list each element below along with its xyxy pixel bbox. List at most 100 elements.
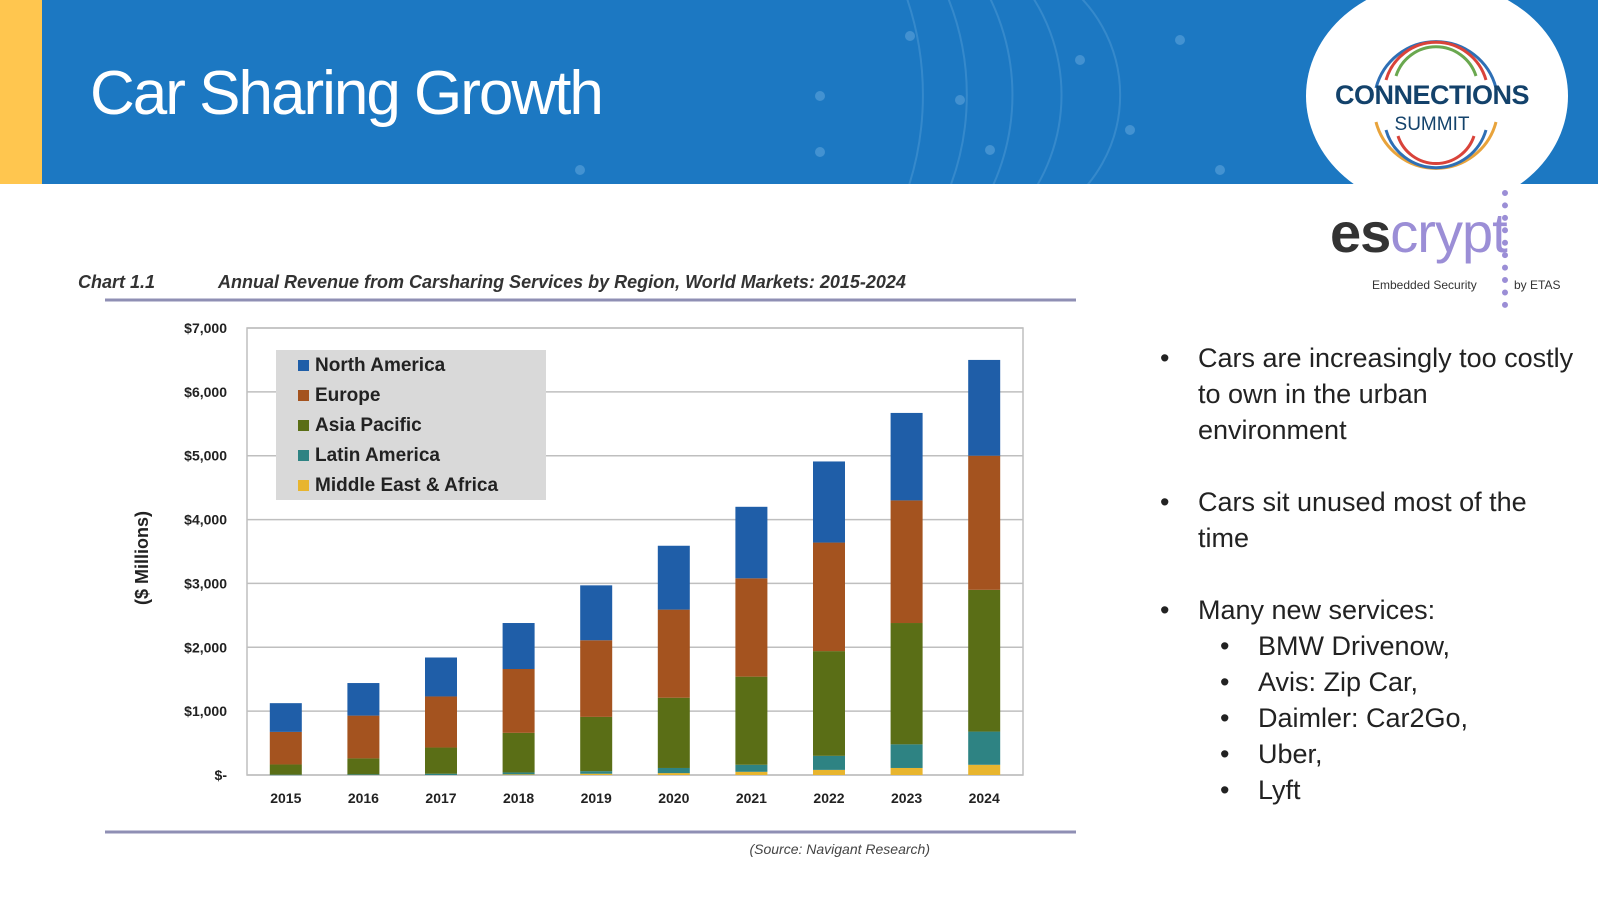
y-tick-label: $6,000 bbox=[184, 384, 227, 400]
y-tick-label: $2,000 bbox=[184, 639, 227, 655]
legend-label: Europe bbox=[315, 385, 380, 406]
x-tick-label: 2020 bbox=[658, 790, 689, 806]
bar-segment bbox=[968, 359, 1001, 456]
bar-segment bbox=[425, 773, 457, 775]
y-tick-label: $5,000 bbox=[184, 448, 227, 464]
slide-title: Car Sharing Growth bbox=[90, 59, 604, 128]
service-item: Uber, bbox=[1220, 736, 1580, 772]
bullet-list: Cars are increasingly too costly to own … bbox=[1160, 340, 1580, 808]
legend-swatch bbox=[298, 360, 309, 371]
bar-segment bbox=[968, 455, 1001, 590]
bar-segment bbox=[813, 755, 845, 770]
bar-segment bbox=[502, 668, 535, 733]
summit-ring-graphic bbox=[1374, 40, 1498, 170]
y-tick-label: $7,000 bbox=[184, 320, 227, 336]
bar-segment bbox=[502, 732, 535, 773]
bar-segment bbox=[657, 609, 690, 698]
bar-segment bbox=[502, 772, 535, 775]
bar-segment bbox=[580, 771, 613, 774]
bar-segment bbox=[735, 578, 768, 677]
chart-legend: North America Europe Asia Pacific Latin Ame… bbox=[276, 350, 546, 500]
bar-segment bbox=[813, 651, 845, 756]
y-axis-label: ($ Millions) bbox=[132, 511, 152, 605]
plot-area: $- $1,000 $2,000 $3,000 $4,000 $5,000 $6,000 $7… bbox=[184, 320, 1024, 806]
x-tick-label: 2015 bbox=[270, 790, 301, 806]
bar-segment bbox=[968, 764, 1001, 775]
bar-segment bbox=[502, 623, 535, 669]
bar-segment bbox=[735, 676, 768, 765]
y-tick-label: $3,000 bbox=[184, 575, 227, 591]
x-tick-label: 2016 bbox=[348, 790, 379, 806]
bar-segment bbox=[580, 773, 613, 775]
chart-number-label: Chart 1.1 bbox=[78, 272, 155, 292]
legend-swatch bbox=[298, 390, 309, 401]
bar-segment bbox=[580, 640, 613, 717]
service-item: BMW Drivenow, bbox=[1220, 628, 1580, 664]
legend-swatch bbox=[298, 420, 309, 431]
bullet-text-services: Many new services: bbox=[1198, 595, 1436, 625]
bar-segment bbox=[269, 731, 302, 765]
badge-name: CONNECTIONS bbox=[1334, 80, 1530, 110]
bar-segment bbox=[735, 506, 768, 579]
services-list: BMW Drivenow, Avis: Zip Car, Daimler: Ca… bbox=[1160, 628, 1580, 808]
bar-segment bbox=[657, 545, 690, 610]
connections-summit-badge bbox=[1306, 0, 1568, 210]
revenue-chart: Chart 1.1 Annual Revenue from Carsharing… bbox=[78, 272, 1076, 857]
bar-segment bbox=[657, 773, 690, 775]
y-tick-label: $1,000 bbox=[184, 703, 227, 719]
bar-segment bbox=[269, 764, 302, 775]
x-tick-label: 2018 bbox=[503, 790, 534, 806]
service-item: Daimler: Car2Go, bbox=[1220, 700, 1580, 736]
service-item: Lyft bbox=[1220, 772, 1580, 808]
legend-label: Latin America bbox=[315, 445, 440, 466]
x-tick-label: 2022 bbox=[813, 790, 844, 806]
legend-label: North America bbox=[315, 355, 446, 376]
logo-tagline: Embedded Security bbox=[1372, 278, 1477, 292]
bar-segment bbox=[890, 623, 923, 745]
bar-segment bbox=[657, 697, 690, 768]
header-accent-bar bbox=[0, 0, 42, 184]
logo-by-etas: by ETAS bbox=[1514, 278, 1561, 292]
bar-segment bbox=[347, 683, 380, 716]
bullet-text-cost: Cars are increasingly too costly to own … bbox=[1198, 343, 1574, 445]
services-container: BMW Drivenow, Avis: Zip Car, Daimler: Ca… bbox=[1160, 628, 1580, 808]
bar-segment bbox=[347, 715, 380, 759]
bar-segment bbox=[347, 758, 380, 775]
bar-segment bbox=[813, 769, 845, 775]
y-tick-label: $- bbox=[215, 767, 228, 783]
bar-segment bbox=[347, 774, 380, 775]
header-circuit-pattern bbox=[575, 0, 1225, 184]
badge-subtitle: SUMMIT bbox=[1394, 114, 1470, 135]
legend-label: Middle East & Africa bbox=[315, 475, 498, 496]
legend-label: Asia Pacific bbox=[315, 415, 422, 436]
bar-segment bbox=[735, 771, 768, 775]
bar-segment bbox=[890, 500, 923, 624]
bar-segment bbox=[890, 767, 923, 775]
bullet-item: Cars are increasingly too costly to own … bbox=[1160, 340, 1580, 448]
service-item: Avis: Zip Car, bbox=[1220, 664, 1580, 700]
bar-segment bbox=[968, 731, 1001, 765]
bar-segment bbox=[269, 703, 302, 732]
bar-segment bbox=[425, 747, 457, 774]
bar-segment bbox=[813, 542, 845, 652]
bullet-item: Cars sit unused most of the time bbox=[1160, 484, 1580, 556]
bar-segment bbox=[502, 774, 535, 775]
logo-wordmark-es: es bbox=[1330, 201, 1391, 264]
y-tick-label: $4,000 bbox=[184, 512, 227, 528]
bullet-text-unused: Cars sit unused most of the time bbox=[1198, 487, 1527, 553]
legend-box bbox=[276, 350, 546, 500]
legend-swatch bbox=[298, 450, 309, 461]
bar-segment bbox=[890, 412, 923, 501]
bar-segment bbox=[580, 585, 613, 641]
chart-source: (Source: Navigant Research) bbox=[749, 841, 930, 857]
bar-segment bbox=[425, 696, 457, 748]
logo-wordmark-crypt: crypt bbox=[1390, 201, 1507, 264]
legend-swatch bbox=[298, 480, 309, 491]
x-tick-label: 2017 bbox=[425, 790, 456, 806]
x-tick-label: 2023 bbox=[891, 790, 922, 806]
logo-divider bbox=[1502, 190, 1514, 308]
bar-segment bbox=[580, 716, 613, 772]
chart-title: Annual Revenue from Carsharing Services … bbox=[217, 272, 906, 292]
x-tick-label: 2021 bbox=[736, 790, 767, 806]
x-tick-label: 2019 bbox=[581, 790, 612, 806]
